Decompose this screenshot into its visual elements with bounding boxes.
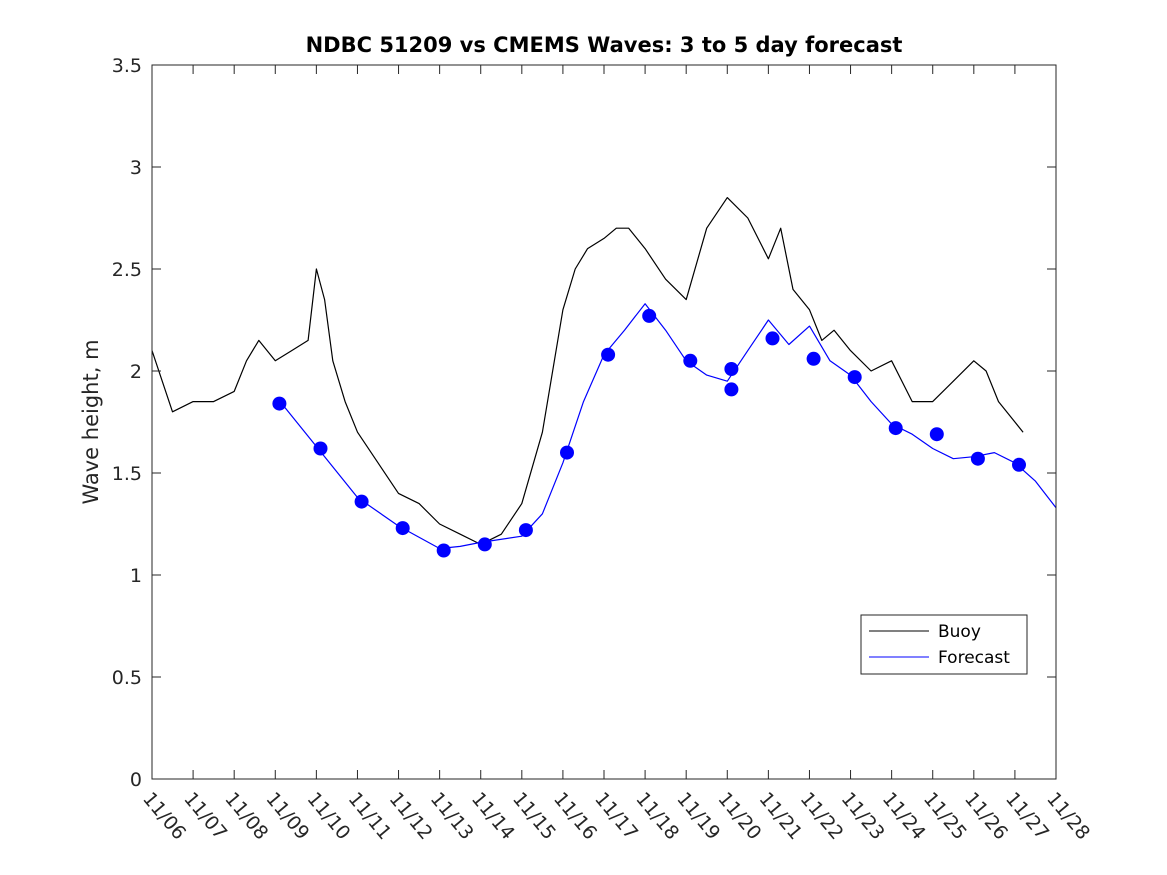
legend-forecast-label: Forecast (938, 648, 1010, 668)
marker-layer (272, 308, 1026, 558)
legend: Buoy Forecast (860, 614, 1028, 675)
y-axis-label: Wave height, m (79, 339, 103, 504)
buoy-series-line (151, 197, 1024, 546)
forecast-marker (354, 494, 369, 509)
y-tick-label: 2 (130, 361, 142, 383)
y-tick-label: 1.5 (112, 463, 142, 485)
y-tick-label: 3 (130, 157, 142, 179)
y-tick-label: 3.5 (112, 55, 142, 77)
forecast-marker (601, 347, 616, 362)
forecast-marker (1012, 457, 1026, 472)
forecast-marker (970, 451, 985, 466)
y-axis-ticks: 0 0.5 1 1.5 2 2.5 3 3.5 (112, 55, 1056, 791)
series-layer (151, 197, 1057, 550)
y-tick-label: 2.5 (112, 259, 142, 281)
forecast-marker (313, 441, 328, 456)
forecast-marker (518, 523, 533, 538)
forecast-marker (560, 445, 574, 460)
forecast-marker (929, 427, 944, 442)
forecast-marker (888, 421, 903, 436)
forecast-marker (765, 331, 780, 346)
forecast-marker (642, 308, 657, 323)
forecast-marker (683, 353, 698, 368)
forecast-marker (724, 362, 739, 376)
legend-buoy-label: Buoy (938, 622, 981, 642)
forecast-marker (806, 351, 821, 366)
y-tick-label: 0 (130, 769, 142, 791)
forecast-marker (724, 382, 739, 397)
y-tick-label: 0.5 (112, 667, 142, 689)
forecast-marker (847, 370, 862, 385)
forecast-marker (436, 543, 451, 558)
legend-box (860, 614, 1028, 675)
forecast-marker (395, 521, 410, 536)
forecast-marker (272, 396, 287, 411)
chart-title: NDBC 51209 vs CMEMS Waves: 3 to 5 day fo… (306, 33, 903, 57)
forecast-marker (477, 537, 492, 552)
y-tick-label: 1 (130, 565, 142, 587)
forecast-series-line (283, 303, 1057, 550)
